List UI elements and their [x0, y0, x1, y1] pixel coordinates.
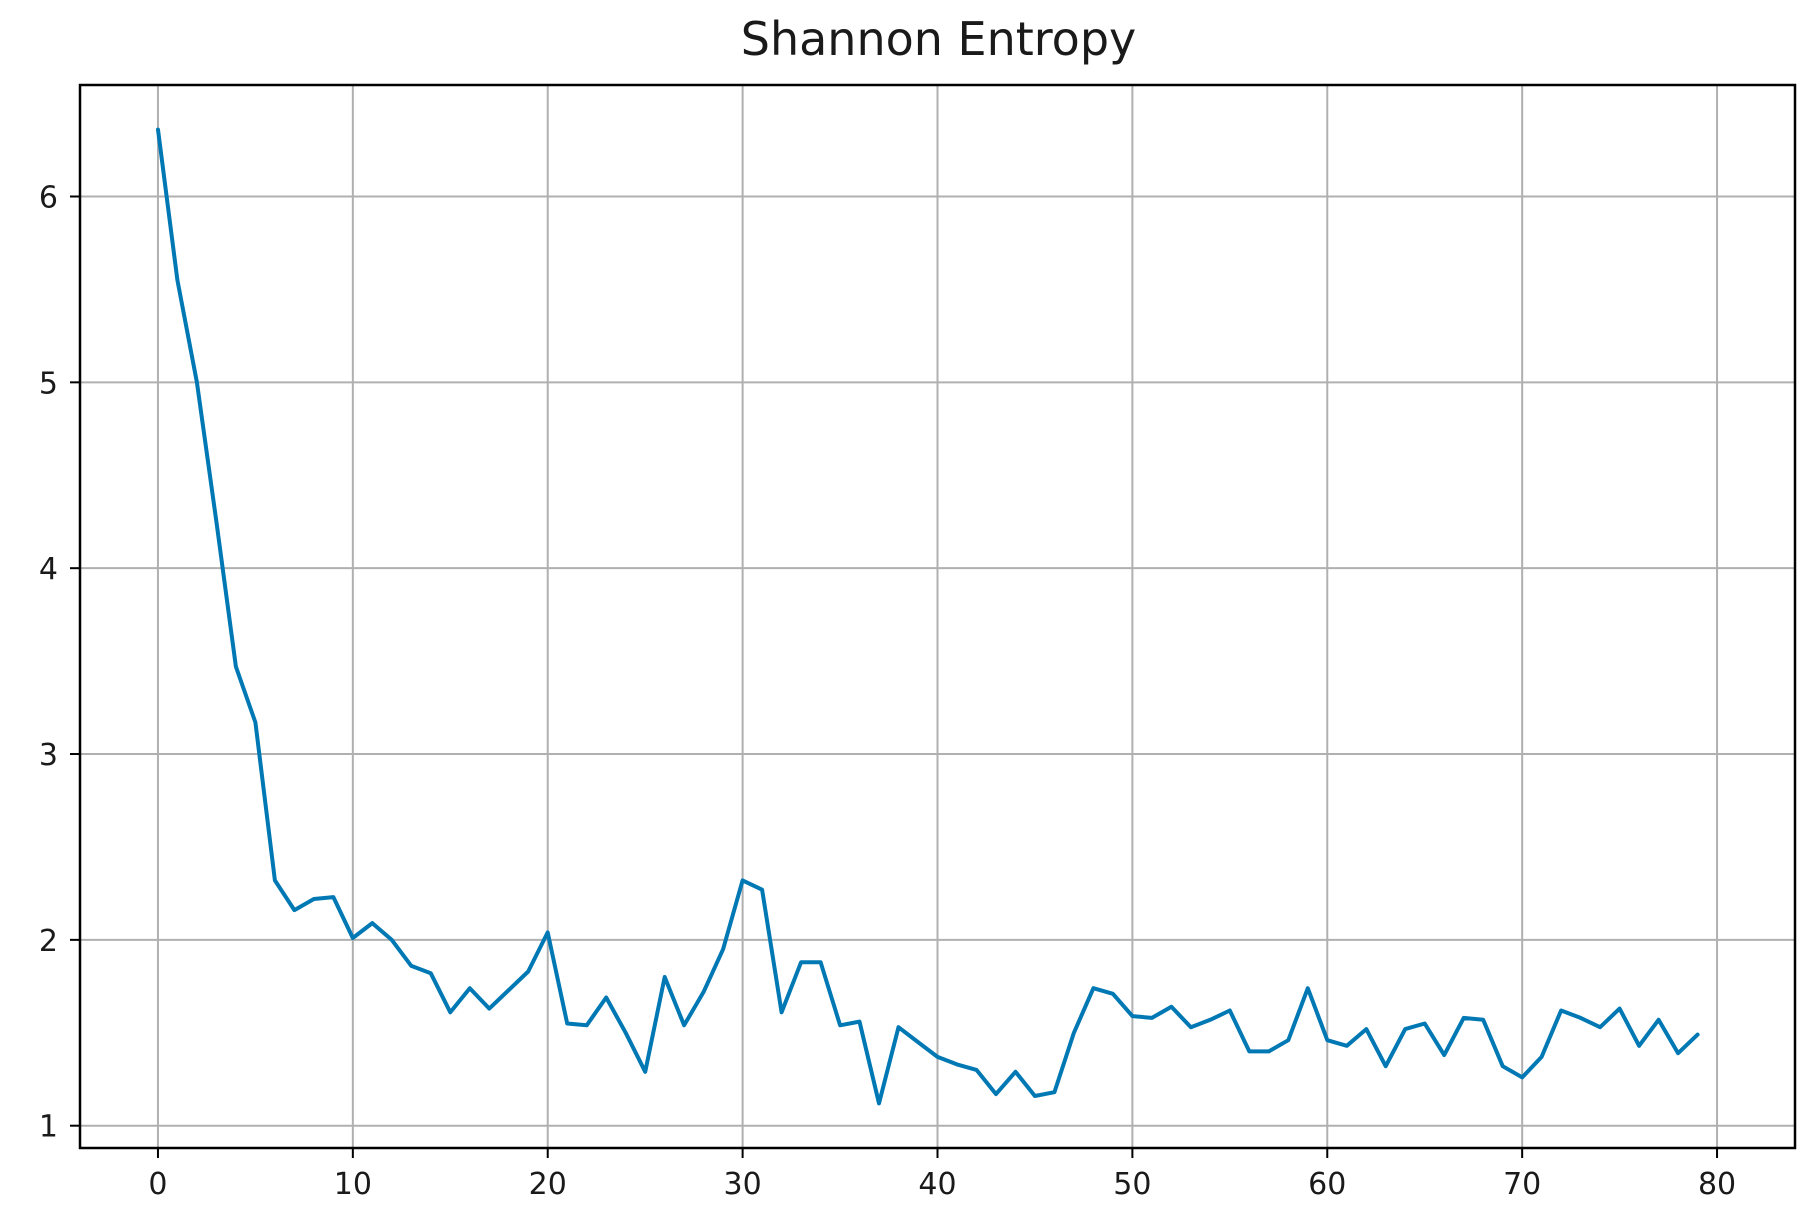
y-tick-label: 5 [39, 366, 58, 401]
grid-layer [80, 85, 1795, 1148]
x-tick-label: 10 [334, 1167, 372, 1202]
y-tick-label: 2 [39, 924, 58, 959]
axes-layer: 0 10 20 30 40 50 60 70 80 1 2 3 4 5 6 [39, 83, 1797, 1202]
plot-frame [78, 83, 1797, 1150]
chart-title: Shannon Entropy [740, 12, 1137, 66]
x-tick-label: 80 [1698, 1167, 1736, 1202]
x-tick-label: 50 [1113, 1167, 1151, 1202]
y-tick-label: 4 [39, 552, 58, 587]
x-tick-label: 30 [724, 1167, 762, 1202]
x-tick-label: 0 [148, 1167, 167, 1202]
x-tick-label: 60 [1308, 1167, 1346, 1202]
y-tick-label: 6 [39, 181, 58, 216]
x-tick-label: 70 [1503, 1167, 1541, 1202]
y-tick-label: 1 [39, 1110, 58, 1145]
y-tick-label: 3 [39, 738, 58, 773]
series-line [156, 127, 1700, 1106]
x-tick-label: 20 [529, 1167, 567, 1202]
x-tick-label: 40 [918, 1167, 956, 1202]
series-layer [156, 127, 1700, 1106]
